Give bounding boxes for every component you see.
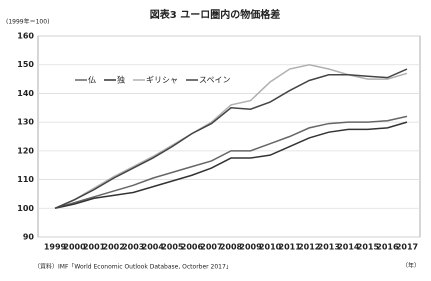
line-series [54, 121, 408, 210]
y-axis-label: (1999年＝100) [6, 18, 49, 26]
line-series [54, 115, 408, 210]
x-tick-label: 2016 [376, 243, 399, 252]
source-note: （資料）IMF「World Economic Outlook Database,… [34, 263, 232, 271]
x-tick-label: 2012 [298, 243, 320, 252]
x-tick-label: 2013 [318, 243, 340, 252]
y-tick-label: 90 [23, 233, 35, 242]
y-tick-label: 130 [17, 118, 34, 127]
y-tick-label: 100 [17, 204, 34, 213]
x-tick-label: 2010 [259, 243, 282, 252]
y-tick-label: 150 [17, 60, 34, 69]
chart-title: 図表3 ユーロ圏内の物価格差 [150, 8, 280, 21]
x-tick-label: 2002 [103, 243, 125, 252]
x-tick-label: 2000 [63, 243, 86, 252]
x-tick-label: 2004 [142, 243, 165, 252]
x-tick-label: 2009 [239, 243, 262, 252]
x-tick-label: 2014 [337, 243, 360, 252]
legend-label: 独 [117, 75, 125, 85]
y-tick-label: 120 [17, 146, 34, 155]
x-tick-label: 2015 [357, 243, 380, 252]
x-tick-label: 2007 [200, 243, 222, 252]
legend-label: ギリシャ [146, 76, 178, 85]
x-tick-label: 2006 [181, 243, 204, 252]
plot-frame [37, 35, 421, 238]
legend-label: 仏 [88, 76, 96, 85]
x-tick-label: 2003 [122, 243, 144, 252]
legend-label: スペイン [199, 76, 230, 85]
line-series [54, 63, 408, 209]
x-tick-label: 2011 [279, 243, 302, 252]
line-series [54, 68, 408, 209]
y-tick-label: 140 [17, 89, 34, 98]
y-tick-label: 160 [17, 32, 34, 41]
x-tick-label: 2008 [220, 243, 243, 252]
y-tick-label: 110 [17, 175, 34, 184]
x-tick-label: 2001 [83, 243, 106, 252]
x-tick-label: 1999 [44, 243, 67, 252]
x-axis-label: （年） [402, 262, 420, 270]
x-tick-label: 2005 [161, 243, 184, 252]
x-tick-label: 2017 [396, 243, 418, 252]
